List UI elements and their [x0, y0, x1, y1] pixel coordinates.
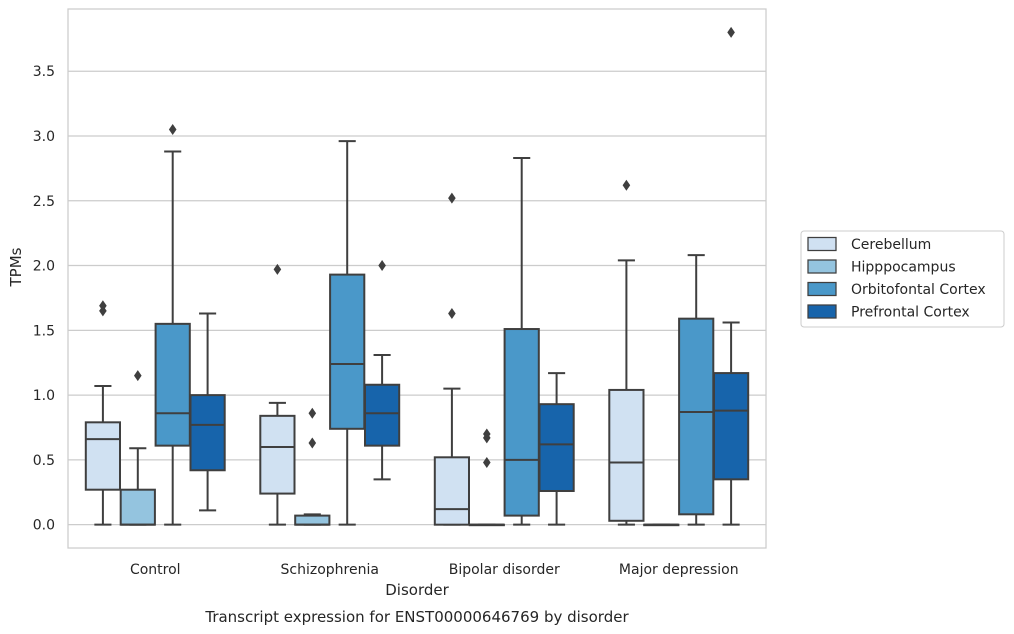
- y-tick-label: 3.0: [33, 129, 55, 145]
- legend-label: Prefrontal Cortex: [851, 305, 970, 321]
- box-iqr: [84, 421, 122, 491]
- box-group: [468, 428, 505, 527]
- box-iqr: [294, 514, 331, 526]
- x-axis-label: Disorder: [385, 581, 449, 599]
- legend-swatch: [807, 281, 837, 297]
- x-tick-label: Control: [130, 562, 181, 578]
- plot-frame: [67, 8, 767, 549]
- legend-swatch: [807, 304, 837, 319]
- box-group: [712, 26, 750, 526]
- legend-label: Cerebellum: [851, 237, 931, 253]
- x-tick-label: Major depression: [619, 562, 739, 578]
- x-tick-label: Schizophrenia: [281, 562, 379, 578]
- box-iqr: [608, 388, 645, 522]
- box-iqr: [503, 328, 540, 517]
- outlier-point: [448, 307, 456, 319]
- box-group: [329, 140, 366, 526]
- legend-frame: [800, 230, 1005, 328]
- legend-label: Orbitofontal Cortex: [851, 282, 986, 298]
- outlier-point: [622, 179, 631, 191]
- box-group: [259, 263, 296, 526]
- box-group: [84, 300, 122, 526]
- outlier-point: [99, 300, 107, 312]
- y-tick-label: 1.0: [33, 388, 55, 404]
- legend-label: Hipppocampus: [851, 260, 956, 276]
- box-iqr: [259, 414, 296, 495]
- y-axis-label: TPMs: [7, 247, 25, 287]
- box-group: [643, 523, 680, 527]
- box-group: [363, 260, 401, 481]
- outlier-point: [448, 192, 456, 204]
- box-group: [608, 179, 645, 526]
- outlier-point: [273, 263, 282, 275]
- outlier-point: [308, 407, 317, 419]
- outlier-point: [483, 428, 491, 440]
- box-group: [503, 157, 540, 526]
- box-iqr: [154, 322, 191, 447]
- box-group: [189, 312, 226, 512]
- outlier-point: [483, 456, 491, 468]
- outlier-point: [308, 437, 317, 449]
- box-group: [538, 372, 575, 526]
- box-group: [154, 123, 191, 526]
- box-group: [678, 254, 715, 526]
- y-tick-label: 0.5: [33, 453, 55, 469]
- box-iqr: [678, 317, 715, 516]
- box-group: [294, 407, 331, 526]
- box-iqr: [189, 394, 226, 472]
- box-iqr: [329, 273, 366, 430]
- y-tick-label: 2.5: [33, 194, 55, 210]
- box-iqr: [119, 488, 156, 526]
- legend-swatch: [807, 236, 837, 252]
- outlier-point: [168, 123, 177, 135]
- box-iqr: [433, 456, 471, 526]
- outlier-point: [134, 370, 142, 382]
- box-iqr: [538, 403, 575, 492]
- outlier-point: [378, 260, 386, 272]
- box-iqr: [363, 383, 401, 447]
- figure-caption: Transcript expression for ENST0000064676…: [204, 608, 629, 626]
- x-tick-label: Bipolar disorder: [449, 562, 560, 578]
- box-group: [119, 370, 156, 526]
- y-tick-label: 2.0: [33, 259, 55, 275]
- box-group: [433, 192, 471, 526]
- box-groups: [84, 26, 750, 527]
- legend: Cerebellum Hipppocampus Orbitofontal Corte…: [800, 230, 1005, 328]
- x-tick-labels: Control Schizophrenia Bipolar disorder Majo…: [130, 562, 739, 578]
- y-tick-label: 0.0: [33, 518, 55, 534]
- y-tick-labels: 0.0 0.5 1.0 1.5 2.0 2.5 3.0 3.5: [33, 64, 55, 533]
- box-iqr: [712, 372, 750, 481]
- y-tick-label: 3.5: [33, 64, 55, 80]
- y-tick-label: 1.5: [33, 323, 55, 339]
- outlier-point: [727, 26, 735, 38]
- legend-swatch: [807, 259, 837, 274]
